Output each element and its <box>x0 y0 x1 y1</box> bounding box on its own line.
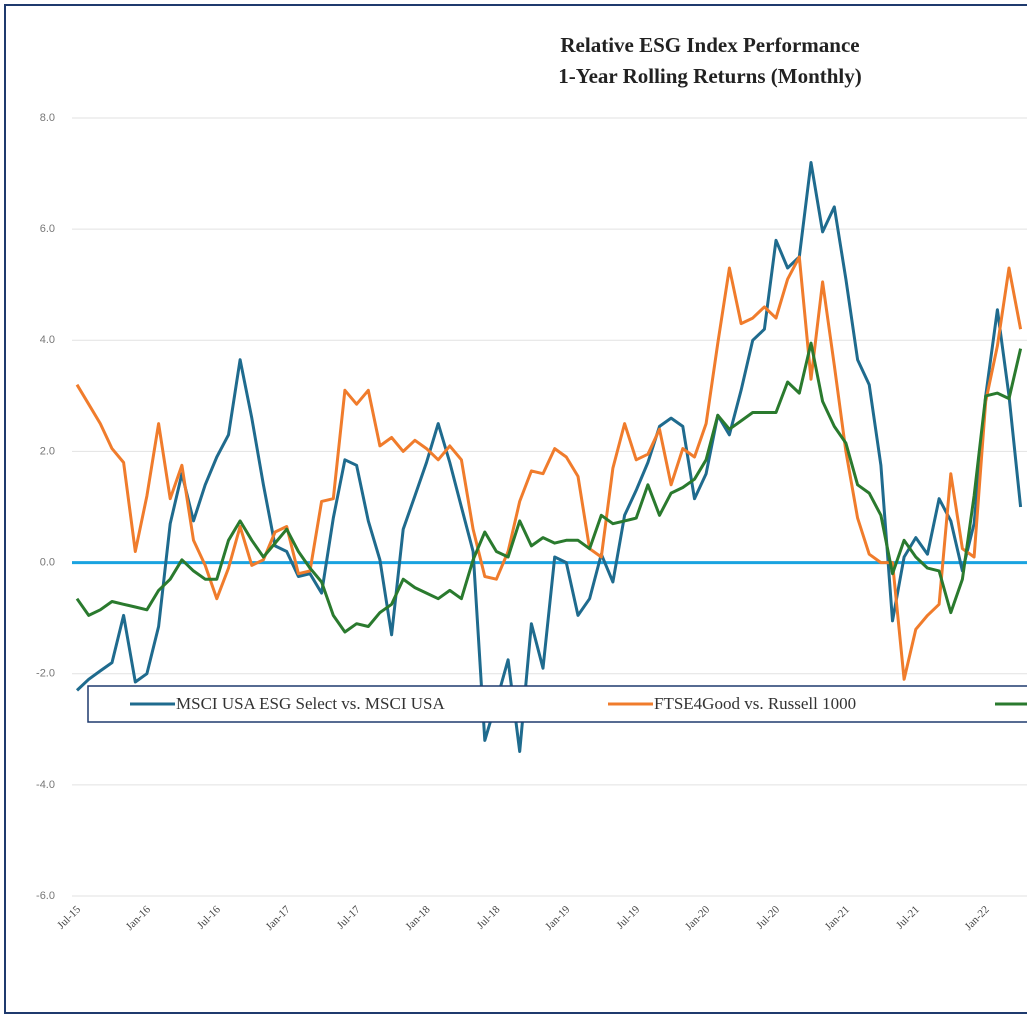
x-tick-label: Jul-18 <box>475 903 503 931</box>
series-line <box>75 341 1023 634</box>
legend-box <box>87 685 1027 723</box>
y-tick-label: 4.0 <box>40 334 55 346</box>
chart-title: 1-Year Rolling Returns (Monthly) <box>558 64 862 88</box>
chart-title: Relative ESG Index Performance <box>560 33 859 57</box>
y-tick-label: 0.0 <box>40 556 55 568</box>
legend-label: FTSE4Good vs. Russell 1000 <box>654 694 856 713</box>
y-tick-label: 6.0 <box>40 223 55 235</box>
chart-frame <box>4 4 1027 1014</box>
x-tick-label: Jan-17 <box>264 903 294 933</box>
x-tick-label: Jul-21 <box>894 904 922 932</box>
x-tick-label: Jan-20 <box>683 903 713 933</box>
x-tick-label: Jan-22 <box>963 904 992 933</box>
x-tick-label: Jul-16 <box>195 903 223 931</box>
y-tick-label: 2.0 <box>40 445 55 457</box>
y-tick-label: -6.0 <box>36 890 55 902</box>
x-tick-label: Jan-19 <box>543 903 573 933</box>
series-line <box>75 255 1023 681</box>
y-tick-label: -4.0 <box>36 779 55 791</box>
x-tick-label: Jul-19 <box>614 903 642 931</box>
x-tick-label: Jan-16 <box>124 903 154 933</box>
series-line <box>75 161 1023 753</box>
y-tick-label: 8.0 <box>40 112 55 124</box>
x-tick-label: Jul-20 <box>754 903 782 931</box>
x-tick-label: Jul-17 <box>335 903 363 931</box>
x-tick-label: Jul-15 <box>55 903 83 931</box>
legend-label: MSCI USA ESG Select vs. MSCI USA <box>176 694 445 713</box>
x-tick-label: Jan-21 <box>823 904 852 933</box>
y-tick-label: -2.0 <box>36 668 55 680</box>
x-tick-label: Jan-18 <box>403 903 433 933</box>
